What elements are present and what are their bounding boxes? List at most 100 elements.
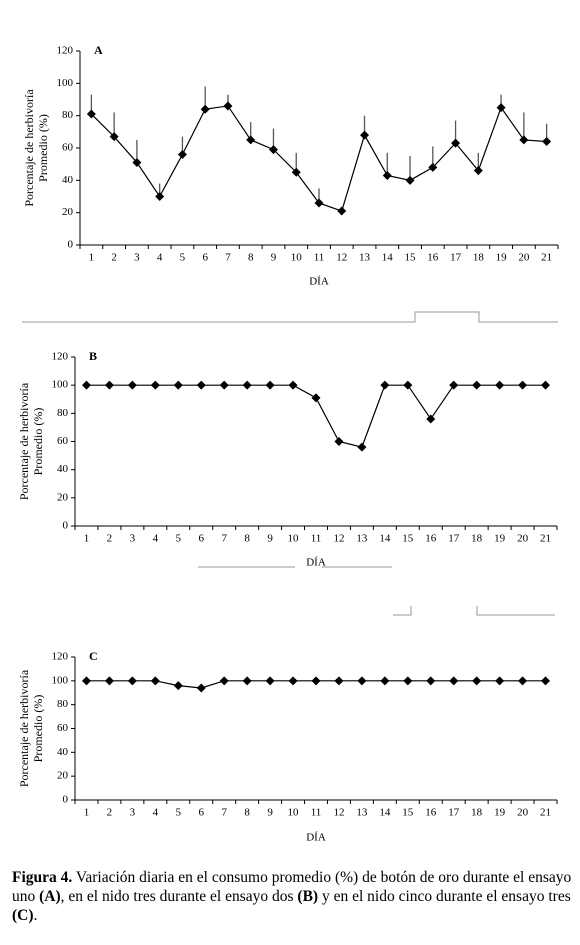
x-tick-label: 9 xyxy=(267,807,273,819)
data-marker xyxy=(196,380,206,390)
x-tick-label: 9 xyxy=(267,533,273,545)
x-tick-label: 5 xyxy=(176,807,182,819)
y-tick-label: 100 xyxy=(52,379,69,391)
panel-label: C xyxy=(89,649,98,663)
x-tick-label: 6 xyxy=(198,533,204,545)
y-axis-label: Porcentaje de herbivoría xyxy=(22,89,36,207)
caption-label: Figura 4. xyxy=(12,869,73,886)
panel-label: A xyxy=(94,43,103,57)
x-tick-label: 15 xyxy=(402,807,414,819)
x-tick-label: 19 xyxy=(494,533,506,545)
data-marker xyxy=(268,145,278,155)
x-tick-label: 13 xyxy=(359,252,371,264)
x-tick-label: 13 xyxy=(356,533,368,545)
x-tick-label: 13 xyxy=(356,807,368,819)
x-tick-label: 6 xyxy=(198,807,204,819)
x-tick-label: 2 xyxy=(111,252,117,264)
x-tick-label: 12 xyxy=(333,807,344,819)
y-axis-label: Promedio (%) xyxy=(31,695,45,763)
caption-ref: (C) xyxy=(12,907,34,924)
data-marker xyxy=(127,676,137,686)
data-marker xyxy=(357,442,367,452)
y-tick-label: 100 xyxy=(52,674,69,686)
data-marker xyxy=(81,676,91,686)
y-tick-label: 120 xyxy=(57,45,74,57)
data-marker xyxy=(291,167,301,177)
x-tick-label: 21 xyxy=(541,252,552,264)
data-marker xyxy=(495,380,505,390)
frame-artifact xyxy=(22,311,558,323)
x-tick-label: 4 xyxy=(153,533,159,545)
caption-ref: (A) xyxy=(39,888,61,905)
x-tick-label: 4 xyxy=(157,252,163,264)
x-tick-label: 14 xyxy=(379,807,391,819)
x-tick-label: 2 xyxy=(107,533,113,545)
data-marker xyxy=(104,380,114,390)
data-marker xyxy=(132,158,142,168)
data-marker xyxy=(472,676,482,686)
y-tick-label: 20 xyxy=(62,206,74,218)
caption-text: Variación diaria en el consumo promedio … xyxy=(12,869,572,905)
data-marker xyxy=(173,380,183,390)
caption: Figura 4. Variación diaria en el consumo… xyxy=(12,868,572,925)
y-tick-label: 40 xyxy=(62,174,74,186)
x-tick-label: 16 xyxy=(425,533,437,545)
data-marker xyxy=(496,103,506,113)
x-tick-label: 17 xyxy=(448,807,460,819)
y-axis-label: Porcentaje de herbivoría xyxy=(17,382,31,500)
x-tick-label: 18 xyxy=(473,252,485,264)
y-axis-label: Porcentaje de herbivoría xyxy=(17,669,31,787)
y-axis-label: Promedio (%) xyxy=(31,408,45,476)
x-tick-label: 10 xyxy=(288,533,300,545)
x-tick-label: 7 xyxy=(221,533,227,545)
x-tick-label: 9 xyxy=(271,252,277,264)
x-tick-label: 8 xyxy=(244,533,250,545)
x-tick-label: 20 xyxy=(517,533,529,545)
data-marker xyxy=(405,175,415,185)
data-marker xyxy=(541,676,551,686)
x-tick-label: 3 xyxy=(130,807,136,819)
data-marker xyxy=(81,380,91,390)
data-marker xyxy=(196,683,206,693)
x-tick-label: 8 xyxy=(248,252,254,264)
data-marker xyxy=(242,380,252,390)
x-tick-label: 16 xyxy=(425,807,437,819)
data-marker xyxy=(242,676,252,686)
y-tick-label: 60 xyxy=(62,142,74,154)
y-tick-label: 60 xyxy=(57,435,69,447)
frame-artifact xyxy=(476,606,555,616)
y-tick-label: 20 xyxy=(57,491,69,503)
caption-text: , en el nido tres durante el ensayo dos xyxy=(60,888,298,905)
data-marker xyxy=(518,380,528,390)
data-marker xyxy=(311,393,321,403)
data-marker xyxy=(155,192,165,201)
caption-ref: (B) xyxy=(297,888,319,905)
x-tick-label: 16 xyxy=(427,252,439,264)
data-marker xyxy=(519,135,529,145)
data-marker xyxy=(173,681,183,691)
data-marker xyxy=(380,380,390,390)
data-marker xyxy=(382,170,392,180)
x-axis-label: DÍA xyxy=(309,276,329,288)
y-axis-label: Promedio (%) xyxy=(36,114,50,182)
x-axis-label: DÍA xyxy=(306,832,326,844)
x-tick-label: 15 xyxy=(405,252,417,264)
y-tick-label: 80 xyxy=(62,109,74,121)
x-tick-label: 18 xyxy=(471,533,483,545)
data-marker xyxy=(403,380,413,390)
frame-artifact xyxy=(393,606,412,616)
x-tick-label: 18 xyxy=(471,807,483,819)
data-marker xyxy=(473,166,483,176)
data-marker xyxy=(451,138,461,148)
data-marker xyxy=(360,130,370,140)
data-marker xyxy=(223,101,233,111)
data-marker xyxy=(380,676,390,686)
data-marker xyxy=(288,676,298,686)
x-tick-label: 1 xyxy=(84,807,90,819)
x-axis-label: DÍA xyxy=(306,557,326,569)
data-marker xyxy=(150,676,160,686)
data-marker xyxy=(219,676,229,686)
data-marker xyxy=(449,380,459,390)
y-tick-label: 100 xyxy=(57,77,74,89)
